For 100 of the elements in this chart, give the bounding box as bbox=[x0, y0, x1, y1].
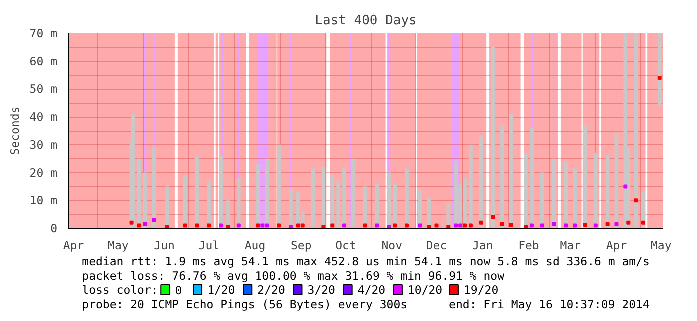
point bbox=[594, 224, 598, 228]
point bbox=[342, 224, 347, 228]
point bbox=[152, 218, 156, 222]
point bbox=[277, 224, 282, 228]
legend-label: 4/20 bbox=[358, 283, 386, 297]
x-tick-label: Apr bbox=[63, 238, 84, 252]
legend-label: 1/20 bbox=[208, 283, 236, 297]
bar bbox=[614, 134, 619, 228]
legend-title: loss color: bbox=[82, 283, 158, 297]
bar bbox=[469, 144, 473, 228]
point bbox=[130, 220, 134, 225]
point bbox=[626, 220, 631, 225]
point bbox=[322, 225, 326, 228]
point bbox=[260, 224, 265, 228]
point bbox=[479, 220, 484, 225]
bar bbox=[265, 158, 270, 228]
point bbox=[552, 222, 556, 226]
y-axis-title: Seconds bbox=[8, 106, 22, 156]
bar bbox=[491, 47, 496, 228]
legend-label: 2/20 bbox=[258, 283, 286, 297]
point bbox=[375, 224, 380, 228]
bar bbox=[509, 114, 514, 228]
bar bbox=[658, 34, 662, 106]
point bbox=[265, 224, 270, 228]
bar bbox=[352, 158, 356, 228]
y-tick-label: 70 m bbox=[30, 26, 58, 40]
point bbox=[500, 222, 504, 226]
bar bbox=[277, 144, 281, 228]
point bbox=[463, 224, 468, 228]
x-tick-label: Nov bbox=[382, 238, 403, 252]
point bbox=[524, 225, 528, 228]
point bbox=[454, 224, 458, 228]
bar bbox=[405, 167, 409, 228]
text: median rtt: 1.9 ms avg 54.1 ms max 452.8 us min 54.1 ms now 5.8 ms sd 336.6 m am/s bbox=[82, 254, 650, 268]
bar bbox=[363, 186, 368, 228]
bar bbox=[540, 172, 544, 228]
point bbox=[564, 224, 568, 228]
point bbox=[330, 224, 335, 228]
point bbox=[207, 224, 212, 228]
point bbox=[614, 222, 619, 226]
point bbox=[166, 225, 170, 228]
text: end: Fri May 16 10:37:09 2014 bbox=[449, 298, 650, 312]
point bbox=[624, 184, 628, 189]
y-tick-label: 60 m bbox=[30, 54, 58, 68]
point bbox=[634, 198, 638, 203]
bar bbox=[500, 125, 504, 228]
point bbox=[393, 224, 398, 228]
y-tick-label: 30 m bbox=[30, 138, 58, 152]
bar bbox=[311, 167, 316, 228]
point bbox=[427, 225, 432, 228]
point bbox=[658, 76, 662, 80]
bar bbox=[207, 181, 212, 228]
x-tick-label: Feb bbox=[518, 238, 540, 252]
x-tick-label: Sep bbox=[290, 238, 312, 252]
bar bbox=[642, 192, 646, 228]
y-tick-label: 40 m bbox=[30, 110, 58, 124]
point bbox=[219, 224, 224, 228]
bar bbox=[336, 181, 340, 228]
point bbox=[583, 223, 588, 228]
point bbox=[468, 224, 473, 228]
bar bbox=[564, 162, 568, 228]
point bbox=[195, 224, 200, 228]
x-tick-label: Mar bbox=[560, 238, 582, 252]
point bbox=[606, 222, 610, 226]
point bbox=[256, 224, 260, 228]
point bbox=[300, 224, 305, 228]
x-tick-label: Dec bbox=[426, 238, 448, 252]
point bbox=[226, 225, 230, 228]
x-tick-label: Aug bbox=[244, 238, 266, 252]
y-tick-label: 0 bbox=[50, 222, 58, 236]
x-tick-label: Jan bbox=[472, 238, 494, 252]
bar bbox=[634, 34, 638, 228]
point bbox=[530, 224, 534, 228]
point bbox=[642, 220, 646, 225]
point bbox=[296, 224, 300, 228]
point bbox=[183, 224, 188, 228]
x-tick-label: Jun bbox=[154, 238, 175, 252]
point bbox=[404, 224, 409, 228]
point bbox=[418, 224, 422, 228]
point bbox=[288, 225, 293, 228]
y-tick-label: 10 m bbox=[30, 194, 58, 208]
point bbox=[573, 224, 578, 228]
bar bbox=[152, 148, 156, 228]
point bbox=[446, 225, 451, 228]
bar bbox=[479, 136, 484, 228]
point bbox=[458, 224, 463, 228]
point bbox=[387, 225, 392, 228]
x-tick-label: Oct bbox=[336, 238, 356, 252]
bar bbox=[393, 184, 398, 228]
legend-label: 10/20 bbox=[408, 283, 443, 297]
y-tick-label: 20 m bbox=[30, 166, 58, 180]
bar bbox=[454, 162, 458, 228]
bar bbox=[584, 125, 588, 228]
bar bbox=[183, 176, 188, 228]
x-tick-label: May bbox=[108, 238, 129, 252]
text: packet loss: 76.76 % avg 100.00 % max 31.69 % min 96.91 % now bbox=[82, 269, 505, 283]
point bbox=[540, 224, 544, 228]
y-tick-label: 50 m bbox=[30, 82, 58, 96]
point bbox=[137, 224, 142, 228]
bar bbox=[418, 190, 422, 228]
